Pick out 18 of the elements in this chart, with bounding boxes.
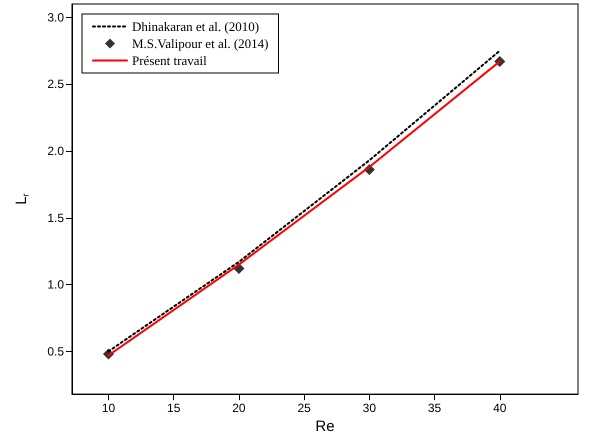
x-tick-label: 25 xyxy=(297,401,312,416)
x-tick-label: 40 xyxy=(493,401,507,416)
y-tick-label: 1.0 xyxy=(47,278,64,292)
legend-label: Présent travail xyxy=(132,53,208,68)
legend-label: Dhinakaran et al. (2010) xyxy=(132,19,260,34)
x-tick-label: 30 xyxy=(362,401,376,416)
y-tick-label: 2.5 xyxy=(47,77,64,92)
y-axis-title: Lr xyxy=(13,193,30,205)
y-tick-label: 2.0 xyxy=(47,144,64,158)
x-axis-title: Re xyxy=(315,418,335,435)
x-tick-label: 15 xyxy=(167,401,181,416)
y-tick-label: 1.5 xyxy=(47,210,64,225)
x-tick-label: 20 xyxy=(232,401,246,416)
y-tick-label: 0.5 xyxy=(47,344,64,358)
legend-label: M.S.Valipour et al. (2014) xyxy=(132,36,268,51)
x-tick-label: 35 xyxy=(428,401,442,416)
x-tick-label: 10 xyxy=(102,401,116,416)
y-tick-label: 3.0 xyxy=(47,10,64,24)
